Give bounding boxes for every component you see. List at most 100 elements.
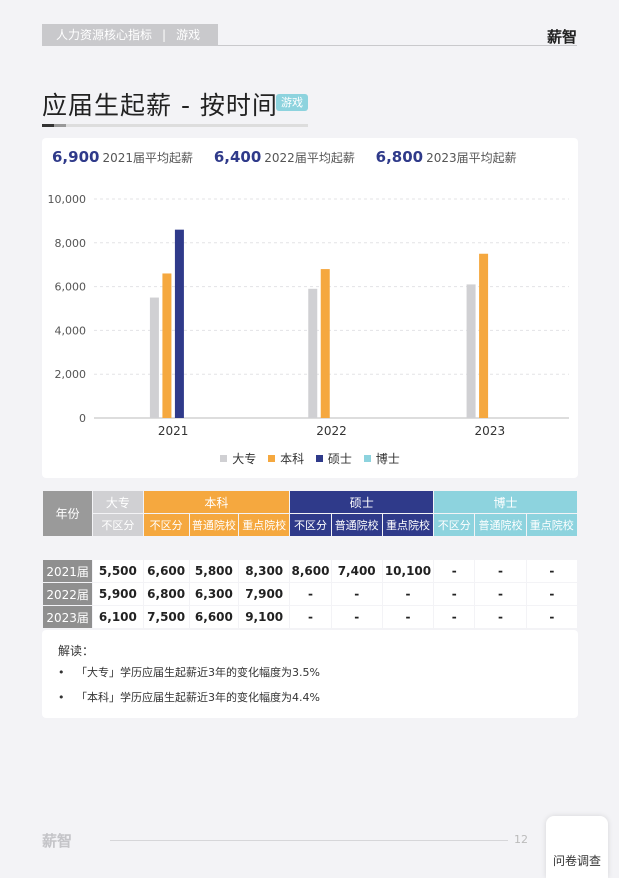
average-2021: 6,900 2021届平均起薪 [52, 148, 193, 166]
footer-logo: 薪智 [42, 832, 73, 850]
table-cell: - [290, 606, 331, 628]
x-tick-label: 2023 [475, 424, 506, 438]
table-cell: 7,500 [143, 606, 189, 628]
legend-swatch [220, 455, 228, 462]
y-tick-label: 0 [79, 412, 86, 425]
bar [149, 297, 159, 418]
y-tick-label: 8,000 [55, 237, 87, 250]
table-cell: 6,600 [143, 560, 189, 582]
legend-swatch [363, 455, 371, 462]
table-cell: 6,600 [189, 606, 239, 628]
table-cell: - [331, 606, 382, 628]
average-2022: 6,400 2022届平均起薪 [214, 148, 355, 166]
legend-label: 硕士 [327, 452, 352, 466]
average-value: 6,400 [213, 148, 262, 166]
title-underline [42, 124, 54, 127]
legend-label: 博士 [375, 452, 400, 466]
table-cell: - [382, 606, 434, 628]
table-row: 2023届 6,100 7,500 6,600 9,100 - - - - - … [43, 606, 577, 628]
table-row: 2022届 5,900 6,800 6,300 7,900 - - - - - … [43, 583, 577, 605]
bar [479, 253, 489, 418]
notes-card: 解读： 「大专」学历应届生起薪近3年的变化幅度为3.5% 「本科」学历应届生起薪… [42, 630, 578, 718]
bar-chart: 0 2,000 4,000 6,000 8,000 10,000 2021 2022 2023 [48, 193, 569, 438]
header-group-boshi: 博士 [434, 491, 577, 513]
salary-table: 年份 大专 本科 硕士 博士 不区分 不区分 普通院校 重点院校 不区分 普通院… [42, 490, 578, 629]
table-cell: 5,900 [93, 583, 143, 605]
header-separator: | [162, 28, 167, 42]
subheader: 普通院校 [189, 514, 239, 536]
note-item: 「本科」学历应届生起薪近3年的变化幅度为4.4% [58, 689, 320, 705]
bar [308, 288, 318, 418]
row-year: 2022届 [43, 583, 93, 605]
survey-button[interactable]: 问卷调查 [546, 816, 608, 878]
table-cell: - [382, 583, 434, 605]
title-underline-light [66, 124, 308, 127]
industry-tag: 游戏 [276, 94, 308, 111]
table-cell: - [434, 560, 475, 582]
average-value: 6,900 [52, 148, 100, 166]
subheader: 重点院校 [382, 514, 434, 536]
table-cell: 10,100 [382, 560, 434, 582]
subheader: 重点院校 [239, 514, 290, 536]
bar [162, 273, 172, 418]
table-cell: - [526, 606, 577, 628]
table-cell: - [475, 606, 526, 628]
row-year: 2021届 [43, 560, 93, 582]
table-cell: - [526, 560, 577, 582]
y-tick-label: 6,000 [55, 281, 87, 294]
survey-label: 问卷调查 [552, 854, 601, 868]
notes-list: 「大专」学历应届生起薪近3年的变化幅度为3.5% 「本科」学历应届生起薪近3年的… [58, 664, 320, 714]
bar [466, 284, 476, 418]
y-tick-label: 2,000 [55, 368, 87, 381]
table-row: 2021届 5,500 6,600 5,800 8,300 8,600 7,40… [43, 560, 577, 582]
legend-swatch [315, 455, 323, 462]
spacer-cell [43, 537, 577, 559]
average-value: 6,800 [375, 148, 424, 166]
header-category: 人力资源核心指标 [56, 28, 153, 42]
average-2023: 6,800 2023届平均起薪 [376, 148, 517, 166]
legend-item-dazhuan: 大专 [220, 450, 256, 467]
page-title: 应届生起薪 - 按时间 [42, 91, 278, 120]
chart-card: 6,900 2021届平均起薪 6,400 2022届平均起薪 6,800 2023届… [42, 138, 578, 478]
page-number: 12 [514, 833, 528, 846]
table-cell: 6,100 [93, 606, 143, 628]
table-cell: - [475, 583, 526, 605]
legend-item-shuoshi: 硕士 [315, 450, 352, 467]
x-tick-label: 2021 [158, 424, 189, 438]
table-cell: 8,600 [290, 560, 331, 582]
x-tick-label: 2022 [316, 424, 347, 438]
subheader: 普通院校 [475, 514, 526, 536]
header-group-shuoshi: 硕士 [290, 491, 434, 513]
table-cell: 5,800 [189, 560, 239, 582]
subheader: 不区分 [143, 514, 189, 536]
table-cell: - [290, 583, 331, 605]
brand-logo: 薪智 [546, 28, 577, 46]
header-category-tab: 人力资源核心指标 | 游戏 [42, 24, 218, 46]
header-group-benke: 本科 [143, 491, 290, 513]
table-cell: 7,400 [331, 560, 382, 582]
table-cell: 8,300 [239, 560, 290, 582]
table-cell: - [475, 560, 526, 582]
notes-title: 解读： [58, 644, 95, 658]
chart-legend: 大专 本科 硕士 博士 [42, 450, 578, 467]
table-cell: 9,100 [239, 606, 290, 628]
row-year: 2023届 [43, 606, 93, 628]
table-cell: - [526, 583, 577, 605]
table-cell: - [331, 583, 382, 605]
table-cell: 5,500 [93, 560, 143, 582]
legend-label: 本科 [280, 452, 305, 466]
table-cell: - [434, 583, 475, 605]
legend-swatch [268, 455, 276, 462]
header-divider [218, 45, 577, 46]
header-industry: 游戏 [176, 28, 201, 42]
title-underline-mid [54, 124, 66, 127]
table-cell: 7,900 [239, 583, 290, 605]
bar [320, 269, 330, 418]
subheader: 普通院校 [331, 514, 382, 536]
bar [174, 229, 184, 418]
subheader: 不区分 [290, 514, 331, 536]
legend-item-benke: 本科 [268, 450, 304, 467]
header-group-dazhuan: 大专 [93, 491, 143, 513]
y-tick-label: 4,000 [55, 324, 87, 337]
y-tick-label: 10,000 [48, 193, 87, 206]
